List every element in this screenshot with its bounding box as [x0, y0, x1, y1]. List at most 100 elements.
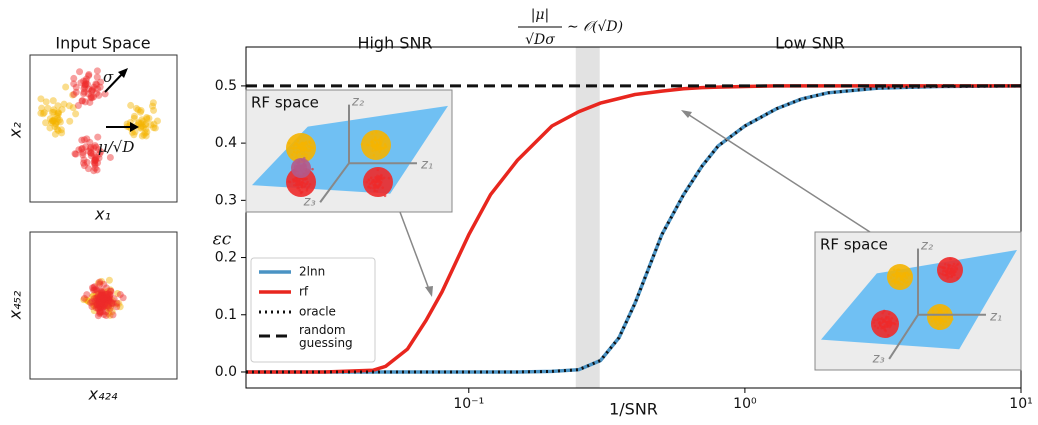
- scatter-dot: [91, 283, 99, 291]
- scatter-dot: [90, 158, 98, 166]
- scatter-dot: [94, 296, 102, 304]
- scatter-dot: [103, 298, 111, 306]
- x-tick-label: 10¹: [1009, 396, 1032, 412]
- scatter-dot: [110, 295, 118, 303]
- scatter-dot: [106, 286, 114, 294]
- scatter-dot: [54, 110, 62, 118]
- scatter-dot: [93, 301, 101, 309]
- scatter-dot: [83, 291, 91, 299]
- scatter-dot: [89, 86, 97, 94]
- arrow-head: [118, 68, 128, 78]
- scatter-dot: [143, 115, 151, 123]
- scatter-dot: [91, 164, 99, 172]
- rf-cluster: [937, 257, 963, 283]
- scatter-dot: [96, 286, 104, 294]
- scatter-dot: [142, 120, 150, 128]
- plot-frame: [245, 46, 1022, 389]
- scatter-dot: [100, 296, 108, 304]
- scatter-dot: [90, 144, 98, 152]
- scatter-dot: [58, 129, 66, 137]
- scatter-dot: [100, 301, 108, 309]
- scatter-dot: [93, 287, 101, 295]
- scatter-dot: [103, 298, 111, 306]
- scatter-dot: [46, 124, 54, 132]
- y-tick-label: 0.1: [215, 307, 237, 323]
- rf-dot: [311, 167, 314, 171]
- scatter-dot: [113, 303, 121, 311]
- scatter-dot: [98, 302, 106, 310]
- scatter-dot: [51, 130, 59, 138]
- scatter-dot: [101, 297, 109, 305]
- scatter-dot: [80, 90, 88, 98]
- scatter-dot: [97, 295, 105, 303]
- scatter-dot: [50, 108, 58, 116]
- scatter-dot: [104, 294, 112, 302]
- scatter-dot: [87, 152, 95, 160]
- scatter-dot: [48, 109, 56, 117]
- y-axis-label: x₄₅₂: [6, 290, 25, 320]
- scatter-dot: [104, 295, 112, 303]
- scatter-dot: [98, 288, 106, 296]
- scatter-dot: [137, 124, 145, 132]
- scatter-dot: [57, 126, 65, 134]
- scatter-dot: [69, 104, 77, 112]
- scatter-dot: [54, 102, 62, 110]
- rf-cluster: [361, 130, 391, 160]
- scatter-dot: [96, 297, 104, 305]
- scatter-dot: [104, 287, 112, 295]
- scatter-dot: [95, 146, 103, 154]
- scatter-dot: [95, 300, 103, 308]
- scatter-dot: [96, 83, 104, 91]
- scatter-dot: [93, 300, 101, 308]
- scatter-dot: [143, 128, 151, 136]
- scatter-dot: [97, 301, 105, 309]
- scatter-dot: [82, 143, 90, 151]
- scatter-dot: [83, 80, 91, 88]
- scatter-dot: [49, 117, 57, 125]
- scatter-dot: [93, 67, 101, 75]
- scatter-dot: [75, 146, 83, 154]
- scatter-dot: [96, 308, 104, 316]
- inset-title: RF space: [820, 236, 888, 254]
- scatter-dot: [123, 120, 131, 128]
- scatter-dot: [52, 120, 60, 128]
- scatter-dot: [71, 150, 79, 158]
- scatter-dot: [95, 91, 103, 99]
- scatter-dot: [127, 101, 135, 109]
- scatter-dot: [91, 297, 99, 305]
- scatter-dot: [82, 80, 90, 88]
- scatter-dot: [91, 299, 99, 307]
- panel-box: [29, 54, 178, 203]
- scatter-dot: [94, 133, 102, 141]
- x-tick-label: 10⁰: [733, 396, 757, 412]
- scatter-dot: [99, 294, 107, 302]
- scatter-dot: [95, 301, 103, 309]
- z-label: z₂: [351, 95, 364, 110]
- scatter-dot: [91, 286, 99, 294]
- scatter-dot: [90, 167, 98, 175]
- scatter-dot: [97, 291, 105, 299]
- rf-cluster: [887, 264, 913, 290]
- scatter-dot: [54, 109, 62, 117]
- scatter-dot: [74, 102, 82, 110]
- scatter-dot: [98, 297, 106, 305]
- scatter-dot: [91, 155, 99, 163]
- scatter-dot: [37, 95, 45, 103]
- scatter-dot: [90, 93, 98, 101]
- scatter-dot: [97, 287, 105, 295]
- z-label: z₃: [872, 351, 885, 366]
- scatter-dot: [96, 292, 104, 300]
- scatter-dot: [101, 301, 109, 309]
- scatter-dot: [87, 299, 95, 307]
- scatter-dot: [88, 298, 96, 306]
- series-line: [246, 84, 1022, 374]
- scatter-dot: [150, 124, 158, 132]
- scatter-dot: [72, 83, 80, 91]
- scatter-dot: [77, 79, 85, 87]
- scatter-dot: [90, 284, 98, 292]
- scatter-dot: [87, 149, 95, 157]
- scatter-dot: [90, 307, 98, 315]
- scatter-dot: [88, 284, 96, 292]
- scatter-dot: [89, 301, 97, 309]
- scatter-dot: [83, 135, 91, 143]
